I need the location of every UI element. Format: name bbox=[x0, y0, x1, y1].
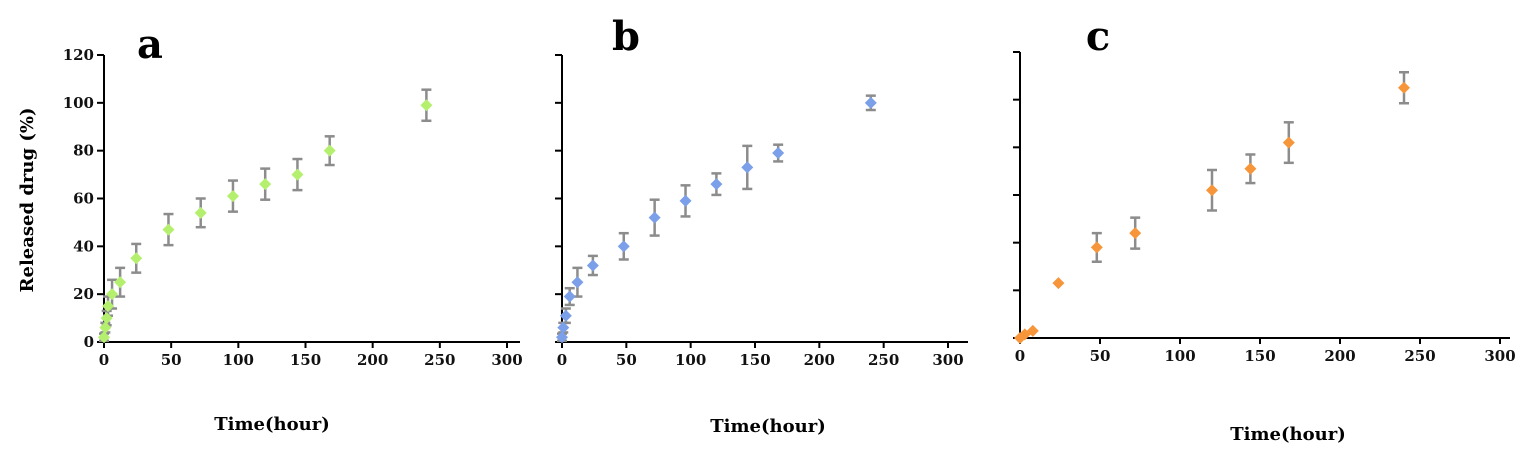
data-point bbox=[710, 178, 723, 191]
y-tick-label: 80 bbox=[73, 142, 94, 160]
x-tick-label: 200 bbox=[1324, 347, 1355, 365]
data-point bbox=[556, 331, 568, 344]
x-tick-label: 250 bbox=[1404, 347, 1435, 365]
data-point bbox=[563, 290, 576, 303]
data-point bbox=[772, 147, 785, 160]
data-point bbox=[226, 190, 239, 203]
x-tick-label: 0 bbox=[1015, 347, 1025, 365]
data-point bbox=[259, 178, 272, 191]
data-point bbox=[1244, 162, 1257, 175]
x-tick-label: 150 bbox=[290, 351, 321, 369]
data-point bbox=[559, 309, 572, 322]
x-axis-title: Time(hour) bbox=[1230, 424, 1345, 445]
y-tick-label: 100 bbox=[63, 94, 94, 112]
data-point bbox=[99, 321, 112, 334]
data-point bbox=[617, 240, 630, 253]
panel-label: c bbox=[1086, 13, 1110, 60]
x-tick-label: 200 bbox=[804, 351, 835, 369]
data-point bbox=[679, 194, 692, 207]
data-point bbox=[100, 312, 113, 325]
x-tick-label: 0 bbox=[99, 351, 109, 369]
x-tick-label: 150 bbox=[1244, 347, 1275, 365]
x-tick-label: 250 bbox=[424, 351, 455, 369]
panel-label: b bbox=[612, 13, 640, 60]
data-point bbox=[130, 252, 143, 265]
x-axis-title: Time(hour) bbox=[214, 414, 329, 435]
y-axis-title: Released drug (%) bbox=[17, 108, 38, 293]
data-point bbox=[291, 168, 304, 181]
data-point bbox=[864, 96, 877, 109]
x-tick-label: 100 bbox=[675, 351, 706, 369]
data-point bbox=[741, 161, 754, 174]
x-tick-label: 50 bbox=[161, 351, 182, 369]
y-tick-label: 0 bbox=[84, 333, 94, 351]
data-point bbox=[106, 288, 119, 301]
data-point bbox=[1282, 136, 1295, 149]
data-point bbox=[323, 144, 336, 157]
x-tick-label: 300 bbox=[932, 351, 963, 369]
data-point bbox=[586, 259, 599, 272]
data-point bbox=[194, 206, 207, 219]
data-point bbox=[1026, 324, 1039, 337]
x-tick-label: 150 bbox=[739, 351, 770, 369]
x-tick-label: 250 bbox=[868, 351, 899, 369]
data-point bbox=[1206, 184, 1218, 197]
data-point bbox=[1052, 277, 1065, 290]
data-point bbox=[98, 331, 110, 344]
data-point bbox=[648, 211, 661, 224]
x-tick-label: 0 bbox=[557, 351, 567, 369]
data-point bbox=[420, 99, 433, 112]
data-point bbox=[571, 276, 584, 289]
data-point bbox=[1090, 241, 1103, 254]
data-point bbox=[1398, 81, 1410, 94]
chart-panel-b: 0 50 100 150 200 250 300 b Time(hour) bbox=[555, 13, 968, 437]
y-tick-label: 40 bbox=[73, 237, 94, 255]
data-point bbox=[1129, 227, 1142, 240]
x-tick-label: 200 bbox=[357, 351, 388, 369]
x-tick-label: 300 bbox=[1484, 347, 1515, 365]
x-tick-label: 50 bbox=[616, 351, 637, 369]
y-tick-label: 120 bbox=[63, 46, 94, 64]
chart-panel-c: 0 50 100 150 200 250 300 c Time(hour) bbox=[1013, 13, 1516, 445]
x-tick-label: 100 bbox=[223, 351, 254, 369]
y-tick-label: 60 bbox=[73, 190, 94, 208]
y-tick-label: 20 bbox=[73, 285, 94, 303]
data-point bbox=[162, 223, 175, 236]
x-tick-label: 50 bbox=[1090, 347, 1111, 365]
x-tick-label: 100 bbox=[1164, 347, 1195, 365]
x-axis-title: Time(hour) bbox=[710, 416, 825, 437]
data-point bbox=[102, 300, 115, 313]
x-tick-label: 300 bbox=[491, 351, 522, 369]
data-point bbox=[114, 276, 127, 289]
chart-panel-a: 0 20 40 60 80 100 120 0 50 100 150 200 250 300 a Time(h… bbox=[17, 21, 523, 435]
panel-label: a bbox=[137, 21, 163, 68]
data-point bbox=[557, 321, 570, 334]
